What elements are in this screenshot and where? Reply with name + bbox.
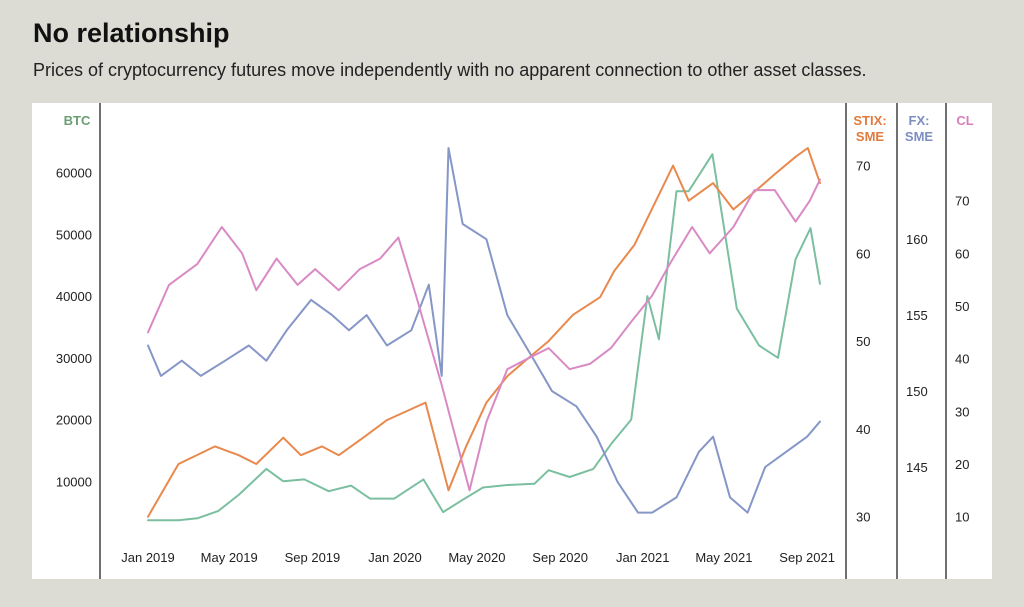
x-tick-label: Jan 2020 — [368, 550, 422, 565]
fx-tick-label: 160 — [906, 232, 928, 247]
series-line-btc — [147, 153, 821, 522]
cl-tick-label: 10 — [955, 510, 969, 525]
fx-tick-label: 155 — [906, 308, 928, 323]
btc-tick-label: 60000 — [56, 166, 92, 181]
fx-axis-title: FX: — [909, 113, 930, 128]
fx-tick-label: 150 — [906, 384, 928, 399]
stix-tick-label: 30 — [856, 510, 870, 525]
cl-axis-title: CL — [956, 113, 973, 128]
x-tick-label: Jan 2019 — [121, 550, 175, 565]
x-tick-label: May 2021 — [695, 550, 752, 565]
stix-tick-label: 50 — [856, 334, 870, 349]
cl-tick-label: 20 — [955, 457, 969, 472]
x-tick-label: Jan 2021 — [616, 550, 670, 565]
btc-tick-label: 10000 — [56, 474, 92, 489]
btc-tick-label: 30000 — [56, 351, 92, 366]
stix-axis-title-line2: SME — [856, 129, 885, 144]
stix-tick-label: 70 — [856, 159, 870, 174]
cl-tick-label: 40 — [955, 352, 969, 367]
stix-axis-title: STIX: — [853, 113, 886, 128]
line-chart: BTC STIX:SMEFX:SMECL100002000030000400005… — [56, 103, 974, 579]
cl-tick-label: 60 — [955, 246, 969, 261]
x-tick-label: Sep 2021 — [779, 550, 835, 565]
chart-title: No relationship — [33, 18, 230, 48]
series-line-cl — [147, 178, 821, 492]
btc-axis-title: BTC — [64, 113, 91, 128]
stix-tick-label: 60 — [856, 246, 870, 261]
cl-tick-label: 50 — [955, 299, 969, 314]
series-line-stix — [147, 147, 821, 518]
series-line-fx — [147, 147, 821, 514]
stix-tick-label: 40 — [856, 422, 870, 437]
x-tick-label: Sep 2020 — [532, 550, 588, 565]
x-tick-label: May 2020 — [448, 550, 505, 565]
fx-axis-title-line2: SME — [905, 129, 934, 144]
btc-tick-label: 40000 — [56, 289, 92, 304]
cl-tick-label: 70 — [955, 194, 969, 209]
cl-tick-label: 30 — [955, 404, 969, 419]
fx-tick-label: 145 — [906, 460, 928, 475]
x-tick-label: Sep 2019 — [285, 550, 341, 565]
chart-panel: BTC STIX: SME FX: SME CL 10000 20000 30000 40000 5… — [32, 103, 992, 579]
btc-tick-label: 50000 — [56, 227, 92, 242]
x-tick-label: May 2019 — [201, 550, 258, 565]
chart-subtitle: Prices of cryptocurrency futures move in… — [33, 60, 867, 80]
btc-tick-label: 20000 — [56, 413, 92, 428]
